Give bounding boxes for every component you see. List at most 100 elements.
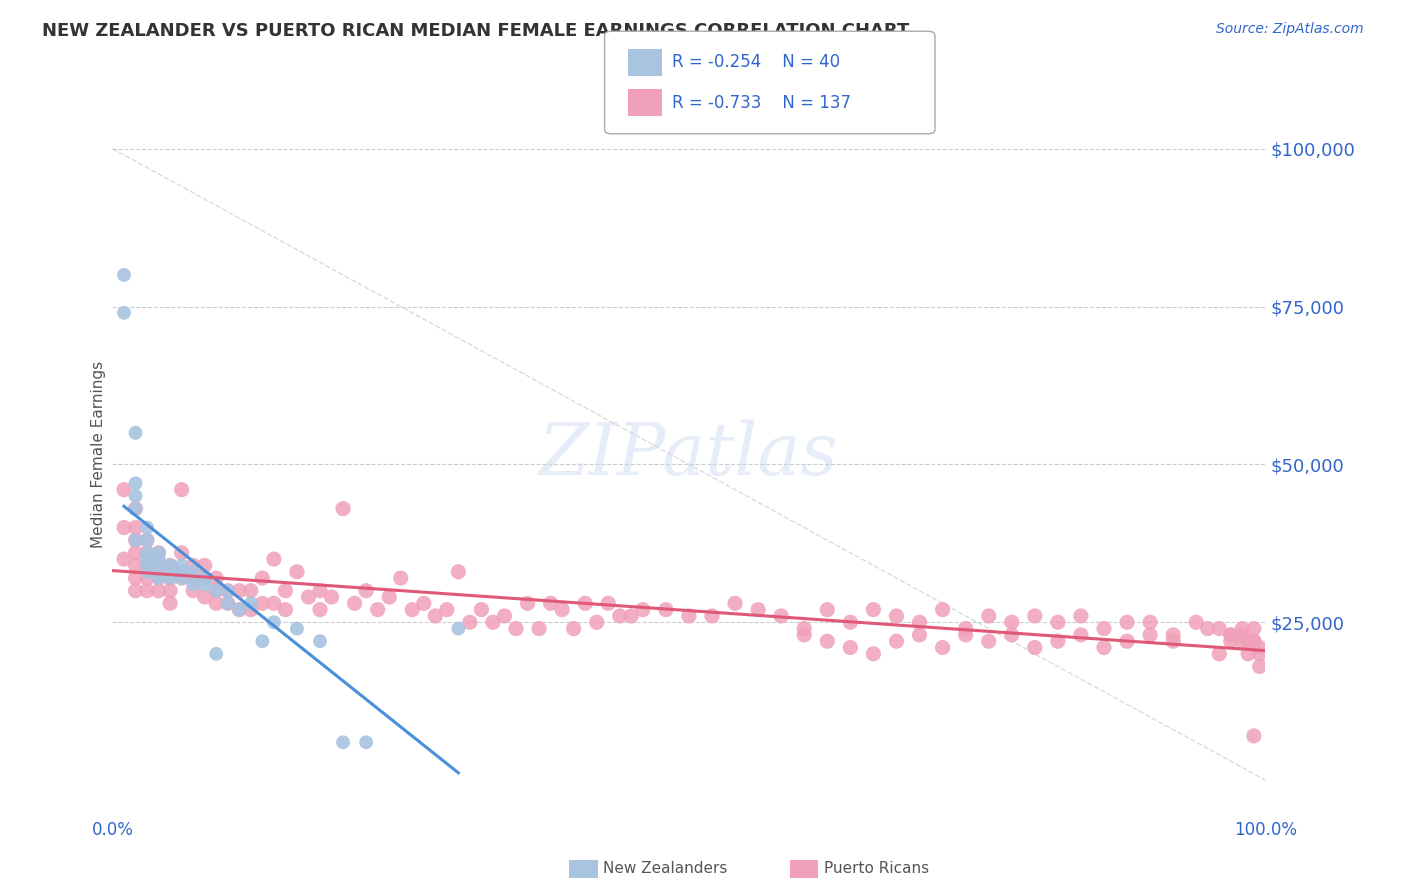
Point bbox=[1139, 615, 1161, 630]
Point bbox=[1116, 615, 1139, 630]
Point bbox=[124, 476, 146, 491]
Point bbox=[1237, 634, 1260, 648]
Point bbox=[747, 602, 769, 616]
Point bbox=[170, 565, 193, 579]
Point bbox=[194, 558, 217, 573]
Point bbox=[1024, 609, 1046, 624]
Point bbox=[148, 546, 170, 560]
Point bbox=[309, 634, 332, 648]
Point bbox=[239, 583, 262, 598]
Text: New Zealanders: New Zealanders bbox=[603, 862, 727, 876]
Point bbox=[1232, 628, 1254, 642]
Point bbox=[274, 602, 297, 616]
Point bbox=[148, 583, 170, 598]
Point bbox=[886, 634, 908, 648]
Point bbox=[148, 571, 170, 585]
Point bbox=[505, 622, 527, 636]
Point bbox=[148, 546, 170, 560]
Point bbox=[124, 533, 146, 548]
Point bbox=[908, 615, 931, 630]
Point bbox=[1232, 622, 1254, 636]
Point bbox=[655, 602, 678, 616]
Point bbox=[217, 596, 239, 610]
Point bbox=[170, 571, 193, 585]
Point bbox=[205, 647, 228, 661]
Point bbox=[136, 520, 159, 534]
Point bbox=[1161, 628, 1184, 642]
Point bbox=[793, 622, 815, 636]
Point bbox=[170, 546, 193, 560]
Point bbox=[159, 558, 181, 573]
Point bbox=[112, 552, 135, 566]
Point bbox=[124, 546, 146, 560]
Point bbox=[574, 596, 596, 610]
Point bbox=[228, 583, 250, 598]
Point bbox=[447, 622, 470, 636]
Point bbox=[170, 483, 193, 497]
Point bbox=[931, 640, 953, 655]
Point bbox=[228, 602, 250, 616]
Point bbox=[124, 558, 146, 573]
Text: R = -0.733    N = 137: R = -0.733 N = 137 bbox=[672, 94, 851, 112]
Point bbox=[252, 634, 274, 648]
Point bbox=[136, 533, 159, 548]
Point bbox=[136, 546, 159, 560]
Point bbox=[159, 583, 181, 598]
Point bbox=[1243, 634, 1265, 648]
Point bbox=[124, 583, 146, 598]
Point bbox=[839, 615, 862, 630]
Point bbox=[425, 609, 447, 624]
Point bbox=[194, 571, 217, 585]
Point bbox=[931, 602, 953, 616]
Point bbox=[112, 520, 135, 534]
Point bbox=[724, 596, 747, 610]
Point bbox=[217, 583, 239, 598]
Point bbox=[470, 602, 492, 616]
Text: NEW ZEALANDER VS PUERTO RICAN MEDIAN FEMALE EARNINGS CORRELATION CHART: NEW ZEALANDER VS PUERTO RICAN MEDIAN FEM… bbox=[42, 22, 910, 40]
Point bbox=[159, 565, 181, 579]
Point bbox=[285, 622, 308, 636]
Point bbox=[815, 634, 838, 648]
Point bbox=[620, 609, 643, 624]
Point bbox=[1219, 634, 1241, 648]
Text: R = -0.254    N = 40: R = -0.254 N = 40 bbox=[672, 54, 841, 71]
Point bbox=[205, 583, 228, 598]
Point bbox=[1024, 640, 1046, 655]
Point bbox=[1249, 647, 1271, 661]
Point bbox=[585, 615, 607, 630]
Point bbox=[136, 546, 159, 560]
Point bbox=[181, 571, 204, 585]
Point bbox=[367, 602, 389, 616]
Point bbox=[181, 565, 204, 579]
Point bbox=[482, 615, 505, 630]
Point bbox=[447, 565, 470, 579]
Point bbox=[401, 602, 423, 616]
Point bbox=[1139, 628, 1161, 642]
Point bbox=[124, 489, 146, 503]
Point bbox=[1070, 628, 1092, 642]
Point bbox=[516, 596, 538, 610]
Point bbox=[228, 602, 250, 616]
Point bbox=[436, 602, 458, 616]
Y-axis label: Median Female Earnings: Median Female Earnings bbox=[90, 361, 105, 549]
Point bbox=[562, 622, 585, 636]
Point bbox=[1219, 628, 1241, 642]
Point bbox=[631, 602, 654, 616]
Point bbox=[700, 609, 723, 624]
Point bbox=[124, 425, 146, 440]
Point bbox=[458, 615, 481, 630]
Point bbox=[412, 596, 434, 610]
Point bbox=[1197, 622, 1219, 636]
Point bbox=[194, 571, 217, 585]
Point bbox=[886, 609, 908, 624]
Point bbox=[159, 571, 181, 585]
Point bbox=[551, 602, 574, 616]
Point bbox=[1243, 622, 1265, 636]
Point bbox=[354, 735, 377, 749]
Point bbox=[136, 533, 159, 548]
Point bbox=[1208, 622, 1230, 636]
Point bbox=[136, 558, 159, 573]
Point bbox=[494, 609, 516, 624]
Point bbox=[839, 640, 862, 655]
Point bbox=[1046, 634, 1069, 648]
